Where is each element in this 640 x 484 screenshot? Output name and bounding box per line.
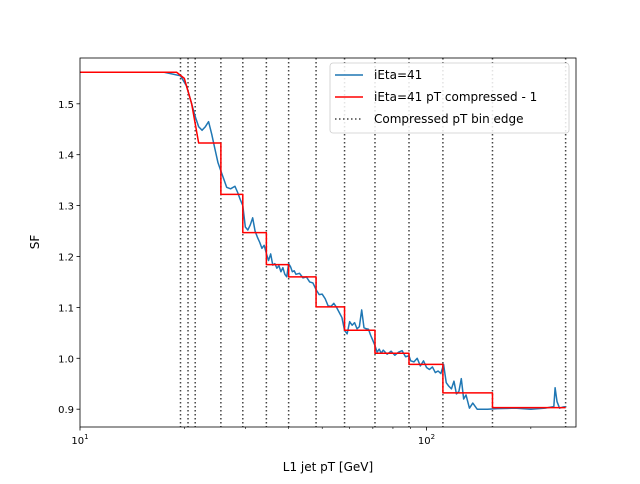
legend-item-bin-edge: Compressed pT bin edge xyxy=(335,112,524,126)
legend-item-compressed: iEta=41 pT compressed - 1 xyxy=(335,90,537,104)
y-tick-label: 1.2 xyxy=(58,253,74,264)
legend: iEta=41 iEta=41 pT compressed - 1 Compress… xyxy=(329,62,570,134)
y-tick-label: 1.4 xyxy=(58,151,74,162)
x-tick-label: 101 xyxy=(71,433,88,447)
y-tick-label: 0.9 xyxy=(58,405,74,416)
y-tick-label: 1.5 xyxy=(58,100,74,111)
y-tick-label: 1.0 xyxy=(58,354,74,365)
y-tick-label: 1.3 xyxy=(58,202,74,213)
x-tick-label: 102 xyxy=(418,433,435,447)
y-axis-label: SF xyxy=(28,235,42,250)
legend-label: iEta=41 pT compressed - 1 xyxy=(374,90,537,104)
legend-box xyxy=(329,62,570,134)
y-tick-label: 1.1 xyxy=(58,303,74,314)
axes: 0.9 1.0 1.1 1.2 1.3 1.4 1.5 101 102 xyxy=(58,57,577,447)
legend-label: iEta=41 xyxy=(374,68,422,82)
legend-label: Compressed pT bin edge xyxy=(374,112,524,126)
x-axis-label: L1 jet pT [GeV] xyxy=(283,460,373,474)
axes-frame xyxy=(79,57,577,428)
legend-item-raw: iEta=41 xyxy=(335,68,422,82)
compressed-sf-line xyxy=(80,71,566,409)
